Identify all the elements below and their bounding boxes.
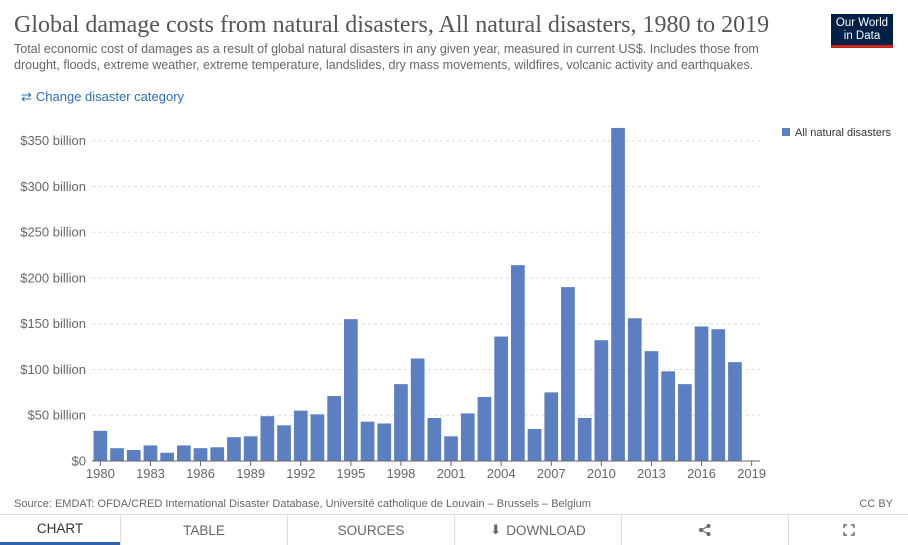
y-tick-label: $300 billion	[20, 179, 86, 194]
grid-lines	[92, 140, 760, 416]
bar[interactable]	[577, 417, 592, 461]
x-tick-label: 1980	[86, 466, 115, 481]
bar-chart: $0 $50 billion $100 billion $150 billion $20…	[20, 127, 891, 481]
tab-chart-label: CHART	[36, 521, 84, 536]
bar[interactable]	[227, 437, 241, 461]
tab-sources-label: SOURCES	[337, 522, 405, 538]
y-tick-label: $100 billion	[20, 362, 86, 377]
bar[interactable]	[594, 340, 609, 461]
bar[interactable]	[377, 423, 392, 461]
tab-sources[interactable]: SOURCES	[287, 515, 454, 545]
bar[interactable]	[143, 445, 158, 461]
y-tick-label: $50 billion	[27, 408, 86, 423]
swap-arrows-icon: ⇄	[21, 89, 32, 104]
bar[interactable]	[394, 384, 408, 461]
tab-chart[interactable]: CHART	[0, 515, 120, 545]
bar[interactable]	[494, 336, 508, 461]
change-category-link[interactable]: ⇄ Change disaster category	[21, 89, 184, 105]
x-tick-label: 2001	[437, 466, 466, 481]
bar[interactable]	[711, 329, 726, 461]
bar[interactable]	[460, 413, 475, 461]
y-axis-labels: $0 $50 billion $100 billion $150 billion $20…	[20, 133, 86, 468]
bar[interactable]	[360, 421, 375, 461]
share-button[interactable]	[621, 515, 788, 545]
fullscreen-button[interactable]	[788, 515, 908, 545]
bar[interactable]	[110, 448, 124, 461]
bar[interactable]	[193, 448, 208, 461]
x-tick-label: 1986	[186, 466, 215, 481]
x-tick-label: 2019	[737, 466, 766, 481]
y-tick-label: $150 billion	[20, 316, 86, 331]
bar[interactable]	[126, 450, 141, 461]
source-note: Source: EMDAT: OFDA/CRED International D…	[14, 498, 591, 510]
x-tick-label: 2016	[687, 466, 716, 481]
x-tick-label: 2004	[487, 466, 516, 481]
bar[interactable]	[544, 392, 559, 461]
x-tick-label: 1983	[136, 466, 165, 481]
bar[interactable]	[177, 445, 191, 461]
legend: All natural disasters	[782, 127, 891, 139]
share-icon	[699, 524, 711, 536]
chart-title: Global damage costs from natural disaste…	[14, 12, 770, 38]
bar[interactable]	[678, 384, 692, 461]
bar[interactable]	[243, 436, 258, 461]
logo-line-1: Our World	[835, 17, 889, 29]
bar[interactable]	[344, 319, 358, 461]
owid-logo[interactable]: Our World in Data	[831, 14, 893, 48]
x-tick-label: 1992	[286, 466, 315, 481]
legend-swatch	[782, 128, 790, 136]
bar[interactable]	[661, 371, 675, 461]
bar[interactable]	[611, 127, 625, 461]
bar[interactable]	[327, 396, 341, 461]
download-icon: ⬇	[490, 522, 502, 537]
bar[interactable]	[527, 428, 542, 461]
bar[interactable]	[694, 326, 709, 461]
tab-download-label: DOWNLOAD	[506, 522, 586, 538]
license-link[interactable]: CC BY	[859, 498, 893, 510]
chart-subtitle: Total economic cost of damages as a resu…	[14, 42, 759, 72]
legend-label[interactable]: All natural disasters	[795, 127, 891, 139]
x-tick-label: 2010	[587, 466, 616, 481]
bar[interactable]	[277, 425, 291, 461]
change-category-label: Change disaster category	[35, 89, 185, 104]
x-tick-label: 1995	[336, 466, 365, 481]
x-tick-label: 1998	[386, 466, 415, 481]
bar[interactable]	[627, 318, 642, 461]
tab-table-label: TABLE	[183, 522, 225, 538]
bar[interactable]	[293, 410, 308, 461]
bar[interactable]	[427, 417, 442, 461]
bar[interactable]	[728, 362, 742, 461]
bar[interactable]	[260, 416, 275, 461]
x-axis: 1980 1983 1986 1989 1992 1995 1998 2001 2004 2007…	[86, 460, 766, 481]
bar[interactable]	[310, 414, 325, 461]
tab-table[interactable]: TABLE	[120, 515, 287, 545]
bar[interactable]	[160, 452, 174, 461]
x-tick-label: 1989	[236, 466, 265, 481]
bar[interactable]	[644, 351, 659, 461]
bar[interactable]	[93, 430, 108, 461]
fullscreen-icon	[842, 524, 855, 536]
bar[interactable]	[410, 358, 425, 461]
y-tick-label: $350 billion	[20, 133, 86, 148]
bar[interactable]	[477, 396, 492, 461]
y-tick-label: $200 billion	[20, 270, 86, 285]
x-tick-label: 2007	[537, 466, 566, 481]
bar[interactable]	[210, 447, 225, 461]
x-tick-label: 2013	[637, 466, 666, 481]
y-tick-label: $0	[72, 454, 86, 469]
bar[interactable]	[444, 436, 458, 461]
bar[interactable]	[511, 265, 525, 461]
bars	[93, 127, 742, 461]
tab-download[interactable]: ⬇ DOWNLOAD	[454, 515, 621, 545]
y-tick-label: $250 billion	[20, 225, 86, 240]
logo-line-2: in Data	[843, 30, 881, 42]
tab-bar: CHART TABLE SOURCES ⬇ DOWNLOAD	[0, 514, 908, 545]
bar[interactable]	[561, 287, 575, 461]
